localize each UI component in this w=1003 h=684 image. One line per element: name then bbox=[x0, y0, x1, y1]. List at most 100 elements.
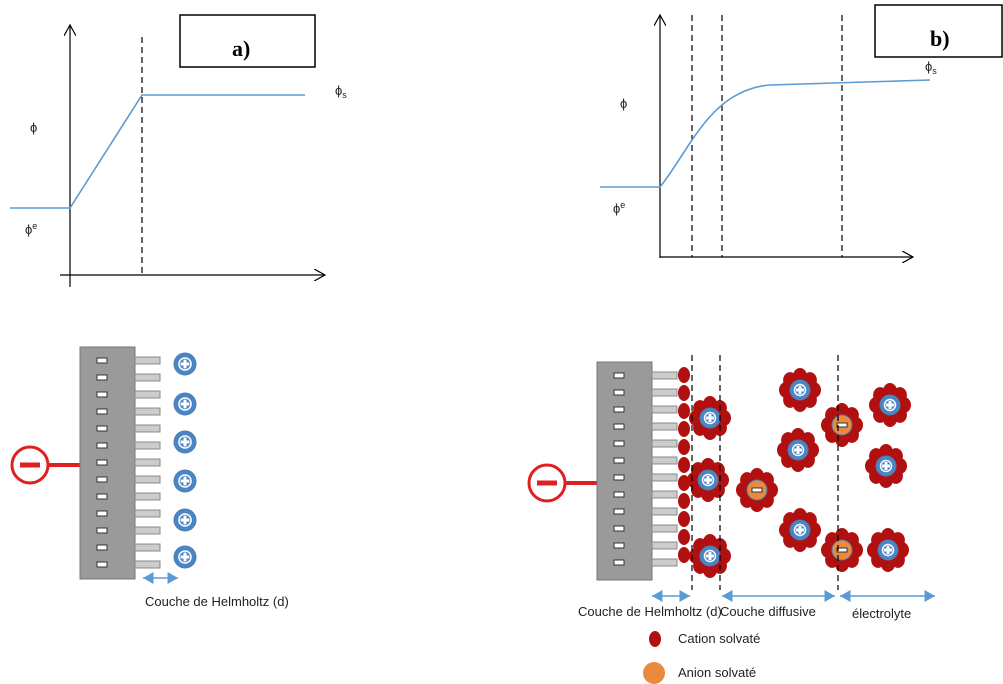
tooth bbox=[652, 440, 677, 447]
tooth bbox=[135, 476, 160, 483]
solvent bbox=[678, 439, 690, 455]
solvent bbox=[678, 493, 690, 509]
plus-v bbox=[184, 400, 187, 409]
plus-v bbox=[885, 462, 888, 470]
charge bbox=[97, 409, 107, 414]
tooth bbox=[652, 491, 677, 498]
anion-legend-icon bbox=[643, 662, 665, 684]
charge bbox=[97, 528, 107, 533]
tooth bbox=[135, 527, 160, 534]
tooth bbox=[135, 544, 160, 551]
charge bbox=[614, 441, 624, 446]
phi-e: ϕe bbox=[613, 200, 625, 216]
tooth bbox=[652, 457, 677, 464]
charge bbox=[97, 392, 107, 397]
plus-v bbox=[184, 477, 187, 486]
charge bbox=[97, 426, 107, 431]
tooth bbox=[652, 406, 677, 413]
tooth bbox=[135, 493, 160, 500]
plus-v bbox=[887, 546, 890, 554]
potential-curve bbox=[10, 95, 305, 208]
tooth bbox=[135, 391, 160, 398]
charge bbox=[97, 494, 107, 499]
plus-v bbox=[184, 516, 187, 525]
layer-label: Couche diffusive bbox=[720, 604, 816, 619]
plus-v bbox=[709, 552, 712, 560]
tooth bbox=[135, 357, 160, 364]
tooth bbox=[652, 508, 677, 515]
charge bbox=[97, 443, 107, 448]
tooth bbox=[135, 442, 160, 449]
graph-a: a) ϕ ϕs ϕe bbox=[10, 15, 347, 287]
plus-v bbox=[184, 438, 187, 447]
charge bbox=[614, 475, 624, 480]
charge bbox=[614, 560, 624, 565]
tooth bbox=[652, 423, 677, 430]
phi-s: ϕs bbox=[925, 59, 937, 76]
charge bbox=[614, 509, 624, 514]
tooth bbox=[135, 408, 160, 415]
tooth bbox=[652, 542, 677, 549]
plus-v bbox=[709, 414, 712, 422]
layer-label: Couche de Helmholtz (d) bbox=[145, 594, 289, 609]
plus-v bbox=[799, 386, 802, 394]
phi-e: ϕe bbox=[25, 221, 37, 237]
solvent bbox=[678, 457, 690, 473]
charge bbox=[614, 492, 624, 497]
plus-v bbox=[889, 401, 892, 409]
charge bbox=[97, 477, 107, 482]
solvent bbox=[678, 511, 690, 527]
terminal-minus bbox=[20, 463, 40, 468]
solvent bbox=[678, 529, 690, 545]
layer-label: électrolyte bbox=[852, 606, 911, 621]
solvent bbox=[678, 367, 690, 383]
panel-label: b) bbox=[930, 26, 950, 51]
tooth bbox=[652, 525, 677, 532]
plus-v bbox=[184, 553, 187, 562]
charge bbox=[97, 358, 107, 363]
solvent bbox=[678, 421, 690, 437]
graph-b: b) ϕ ϕs ϕe bbox=[600, 5, 1002, 258]
tooth bbox=[652, 559, 677, 566]
charge bbox=[97, 545, 107, 550]
panel-label: a) bbox=[232, 36, 250, 61]
plus-v bbox=[707, 476, 710, 484]
diagram: a) ϕ ϕs ϕe b) ϕ ϕs ϕe Couche de Helmholt… bbox=[0, 0, 1003, 684]
charge bbox=[97, 460, 107, 465]
plus-v bbox=[799, 526, 802, 534]
phi-s: ϕs bbox=[335, 83, 347, 100]
charge bbox=[614, 390, 624, 395]
solvent bbox=[678, 385, 690, 401]
minus bbox=[752, 488, 762, 492]
terminal-minus bbox=[537, 481, 557, 486]
tooth bbox=[135, 374, 160, 381]
tooth bbox=[652, 389, 677, 396]
charge bbox=[614, 526, 624, 531]
phi: ϕ bbox=[620, 96, 627, 111]
tooth bbox=[135, 459, 160, 466]
tooth bbox=[652, 372, 677, 379]
layer-label: Couche de Helmholtz (d) bbox=[578, 604, 722, 619]
phi: ϕ bbox=[30, 120, 37, 135]
legend-label: Cation solvaté bbox=[678, 631, 760, 646]
tooth bbox=[135, 561, 160, 568]
charge bbox=[97, 511, 107, 516]
charge bbox=[614, 373, 624, 378]
potential-curve bbox=[600, 80, 930, 187]
plus-v bbox=[184, 360, 187, 369]
illustrations bbox=[12, 347, 935, 596]
charge bbox=[614, 458, 624, 463]
charge bbox=[614, 407, 624, 412]
solvent bbox=[678, 403, 690, 419]
charge bbox=[97, 562, 107, 567]
legend-label: Anion solvaté bbox=[678, 665, 756, 680]
charge bbox=[614, 543, 624, 548]
tooth bbox=[135, 510, 160, 517]
cation-legend-icon bbox=[649, 631, 661, 647]
tooth bbox=[135, 425, 160, 432]
charge bbox=[614, 424, 624, 429]
solvent bbox=[678, 547, 690, 563]
charge bbox=[97, 375, 107, 380]
tooth bbox=[652, 474, 677, 481]
plus-v bbox=[797, 446, 800, 454]
